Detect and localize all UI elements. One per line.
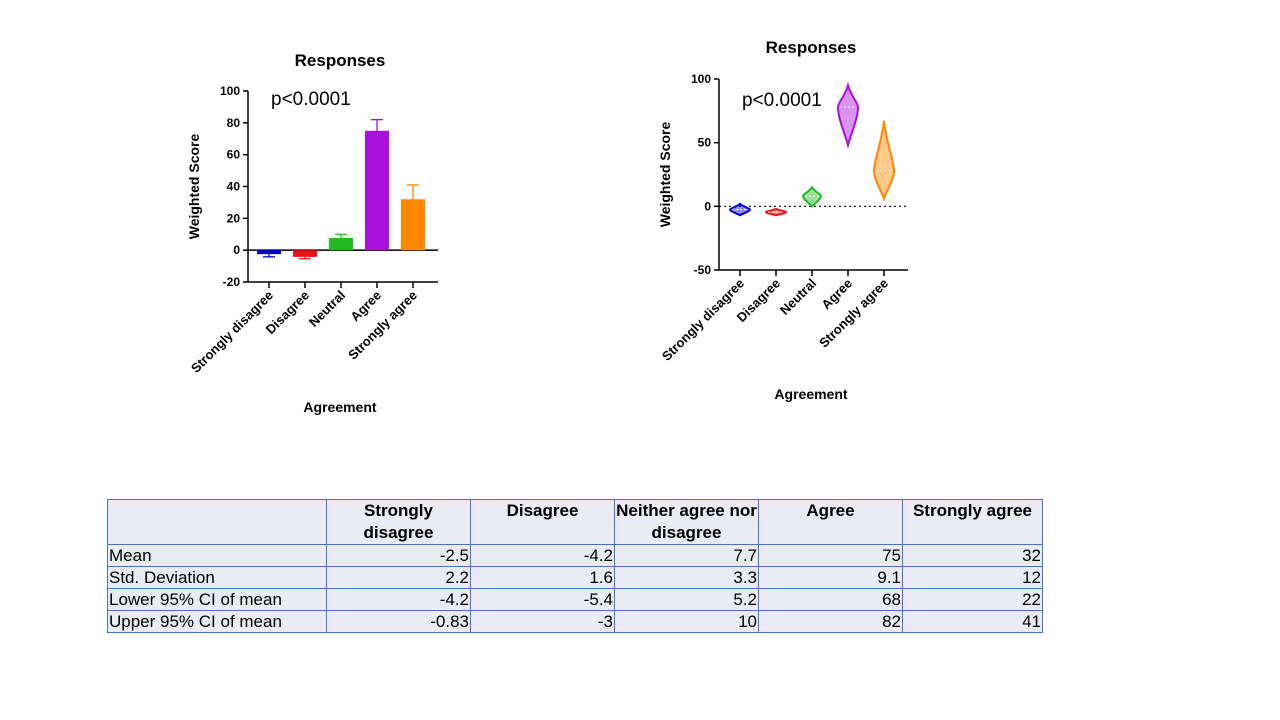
table-header-cell: Disagree bbox=[470, 499, 615, 545]
bar bbox=[401, 199, 425, 251]
y-tick-label: 100 bbox=[691, 72, 711, 86]
table-cell: 10 bbox=[614, 610, 759, 633]
bar bbox=[293, 250, 317, 257]
table-header-row: Strongly disagree Disagree Neither agree… bbox=[107, 499, 1043, 545]
table-header-cell: Strongly disagree bbox=[326, 499, 471, 545]
y-tick-label: 0 bbox=[704, 199, 711, 213]
violin-shape bbox=[872, 120, 896, 202]
table-header-cell: Agree bbox=[758, 499, 903, 545]
x-tick-label: Strongly disagree bbox=[659, 276, 747, 364]
y-tick-label: 0 bbox=[233, 243, 240, 257]
bar bbox=[365, 130, 389, 251]
violin-shape bbox=[728, 202, 752, 217]
violin-shape bbox=[764, 207, 788, 217]
table-row: Mean -2.5 -4.2 7.7 75 32 bbox=[107, 544, 1043, 567]
table-cell: 5.2 bbox=[614, 588, 759, 611]
table-cell: 82 bbox=[758, 610, 903, 633]
table-cell: 9.1 bbox=[758, 566, 903, 589]
y-axis-label: Weighted Score bbox=[657, 122, 673, 228]
bar bbox=[257, 250, 281, 255]
y-tick-label: 60 bbox=[227, 148, 241, 162]
table-cell: 12 bbox=[902, 566, 1043, 589]
table-cell: 75 bbox=[758, 544, 903, 567]
table-cell: 1.6 bbox=[470, 566, 615, 589]
table-cell: 68 bbox=[758, 588, 903, 611]
y-tick-label: -20 bbox=[223, 275, 241, 289]
y-tick-label: 20 bbox=[227, 211, 241, 225]
table-row: Std. Deviation 2.2 1.6 3.3 9.1 12 bbox=[107, 566, 1043, 589]
x-axis-label: Agreement bbox=[303, 399, 376, 415]
x-tick-label: Disagree bbox=[734, 276, 783, 325]
violin-shape bbox=[801, 185, 823, 208]
violin-shape bbox=[836, 81, 860, 150]
bar-chart: Responses p<0.0001 Weighted Score Agreement… bbox=[186, 51, 438, 415]
row-label: Std. Deviation bbox=[107, 566, 327, 589]
x-tick-label: Neutral bbox=[777, 276, 819, 318]
table-cell: -2.5 bbox=[326, 544, 471, 567]
p-value-annotation: p<0.0001 bbox=[271, 89, 351, 110]
y-tick-label: 80 bbox=[227, 116, 241, 130]
bar bbox=[329, 237, 353, 251]
table-cell: -4.2 bbox=[326, 588, 471, 611]
table-cell: -0.83 bbox=[326, 610, 471, 633]
chart-title: Responses bbox=[295, 51, 386, 70]
table-cell: 7.7 bbox=[614, 544, 759, 567]
x-tick-label: Strongly agree bbox=[816, 276, 891, 351]
y-axis-label: Weighted Score bbox=[186, 134, 202, 240]
y-tick-label: 50 bbox=[698, 136, 712, 150]
x-tick-label: Agree bbox=[818, 276, 855, 313]
row-label: Lower 95% CI of mean bbox=[107, 588, 327, 611]
row-label: Mean bbox=[107, 544, 327, 567]
table-header-cell bbox=[107, 499, 327, 545]
table-cell: 3.3 bbox=[614, 566, 759, 589]
table-header-cell: Strongly agree bbox=[902, 499, 1043, 545]
table-row: Lower 95% CI of mean -4.2 -5.4 5.2 68 22 bbox=[107, 588, 1043, 611]
stats-table: Strongly disagree Disagree Neither agree… bbox=[107, 499, 1043, 633]
chart-title: Responses bbox=[766, 38, 857, 57]
y-tick-label: 40 bbox=[227, 180, 241, 194]
y-tick-label: -50 bbox=[694, 263, 712, 277]
table-header-cell: Neither agree nor disagree bbox=[614, 499, 759, 545]
table-cell: -3 bbox=[470, 610, 615, 633]
table-cell: 41 bbox=[902, 610, 1043, 633]
y-tick-label: 100 bbox=[220, 84, 240, 98]
p-value-annotation: p<0.0001 bbox=[742, 90, 822, 111]
table-cell: 22 bbox=[902, 588, 1043, 611]
table-cell: -5.4 bbox=[470, 588, 615, 611]
table-cell: 32 bbox=[902, 544, 1043, 567]
table-cell: -4.2 bbox=[470, 544, 615, 567]
row-label: Upper 95% CI of mean bbox=[107, 610, 327, 633]
table-cell: 2.2 bbox=[326, 566, 471, 589]
x-tick-label: Strongly disagree bbox=[188, 288, 276, 376]
table-row: Upper 95% CI of mean -0.83 -3 10 82 41 bbox=[107, 610, 1043, 633]
x-axis-label: Agreement bbox=[774, 386, 847, 402]
x-tick-label: Neutral bbox=[306, 288, 348, 330]
